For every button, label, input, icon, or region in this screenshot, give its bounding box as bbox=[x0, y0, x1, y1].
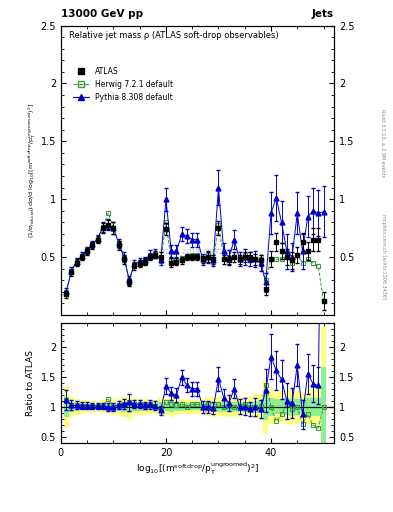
Y-axis label: $(1/\sigma_{\rm fiducial})$ d$\sigma$/d log$_{10}$[(m$^{\rm soft\,drop}$/p$_{\rm: $(1/\sigma_{\rm fiducial})$ d$\sigma$/d … bbox=[26, 103, 38, 238]
Y-axis label: Ratio to ATLAS: Ratio to ATLAS bbox=[26, 350, 35, 416]
Text: mcplots.cern.ch [arXiv:1306.3436]: mcplots.cern.ch [arXiv:1306.3436] bbox=[381, 214, 386, 298]
Text: 13000 GeV pp: 13000 GeV pp bbox=[61, 9, 143, 19]
Legend: ATLAS, Herwig 7.2.1 default, Pythia 8.308 default: ATLAS, Herwig 7.2.1 default, Pythia 8.30… bbox=[70, 64, 176, 105]
Text: Jets: Jets bbox=[312, 9, 334, 19]
X-axis label: log$_{10}$[(m$^{\rm soft\,drop}$/p$_{\rm T}^{\rm ungroomed}$)$^2$]: log$_{10}$[(m$^{\rm soft\,drop}$/p$_{\rm… bbox=[136, 460, 259, 477]
Text: Relative jet mass ρ (ATLAS soft-drop observables): Relative jet mass ρ (ATLAS soft-drop obs… bbox=[69, 31, 279, 40]
Text: Rivet 3.1.10, ≥ 2.9M events: Rivet 3.1.10, ≥ 2.9M events bbox=[381, 109, 386, 178]
Text: ATLAS_2019_I1772062: ATLAS_2019_I1772062 bbox=[157, 248, 238, 254]
